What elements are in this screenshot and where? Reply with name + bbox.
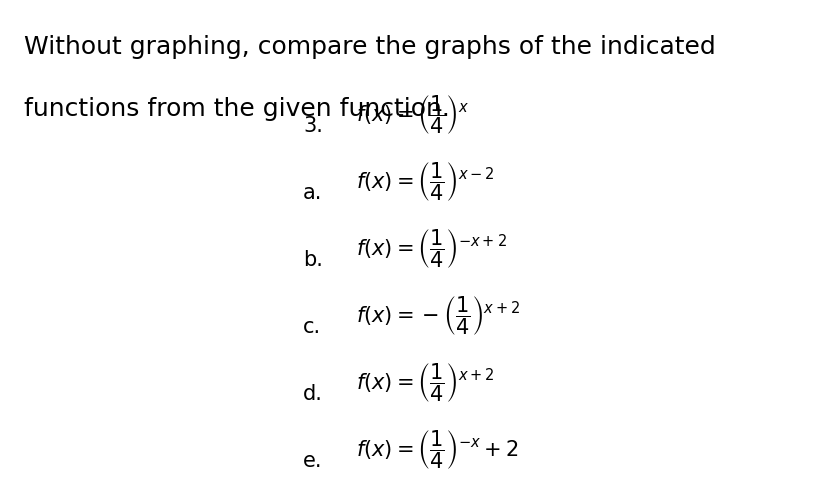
Text: $f(x) = \left(\dfrac{1}{4}\right)^{x+2}$: $f(x) = \left(\dfrac{1}{4}\right)^{x+2}$ xyxy=(356,361,495,404)
Text: $f(x) = \left(\dfrac{1}{4}\right)^{-x+2}$: $f(x) = \left(\dfrac{1}{4}\right)^{-x+2}… xyxy=(356,227,507,270)
Text: functions from the given function.: functions from the given function. xyxy=(24,97,450,121)
Text: $f(x) = -\left(\dfrac{1}{4}\right)^{x+2}$: $f(x) = -\left(\dfrac{1}{4}\right)^{x+2}… xyxy=(356,294,520,337)
Text: b.: b. xyxy=(303,250,323,270)
Text: Without graphing, compare the graphs of the indicated: Without graphing, compare the graphs of … xyxy=(24,35,715,59)
Text: d.: d. xyxy=(303,384,323,404)
Text: 3.: 3. xyxy=(303,116,323,135)
Text: a.: a. xyxy=(303,183,323,202)
Text: c.: c. xyxy=(303,317,321,337)
Text: $f(x) = \left(\dfrac{1}{4}\right)^{x}$: $f(x) = \left(\dfrac{1}{4}\right)^{x}$ xyxy=(356,93,469,135)
Text: $f(x) = \left(\dfrac{1}{4}\right)^{x-2}$: $f(x) = \left(\dfrac{1}{4}\right)^{x-2}$ xyxy=(356,160,495,202)
Text: e.: e. xyxy=(303,451,323,471)
Text: $f(x) = \left(\dfrac{1}{4}\right)^{-x} + 2$: $f(x) = \left(\dfrac{1}{4}\right)^{-x} +… xyxy=(356,428,519,471)
